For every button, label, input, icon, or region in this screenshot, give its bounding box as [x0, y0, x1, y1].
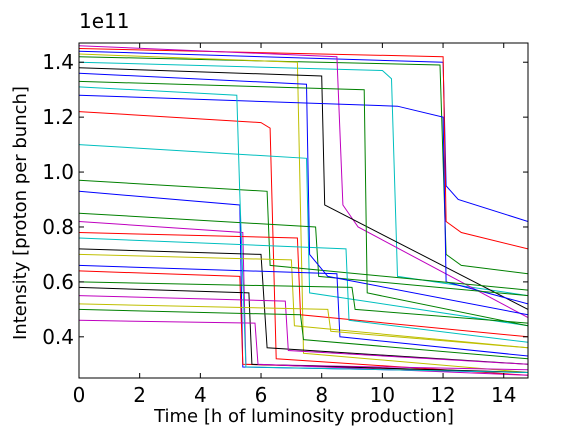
series-line-25: [79, 308, 528, 360]
series-line-5: [79, 45, 528, 319]
y-tick-label: 0.6: [42, 270, 74, 294]
series-line-18: [79, 253, 528, 349]
series-line-21: [79, 281, 528, 324]
series-line-6: [79, 53, 528, 373]
y-tick-label: 0.8: [42, 215, 74, 239]
series-line-23: [79, 295, 528, 365]
x-tick-label: 2: [133, 383, 146, 407]
series-line-17: [79, 248, 528, 365]
series-line-27: [79, 72, 528, 316]
series-line-24: [79, 303, 528, 349]
y-offset-label: 1e11: [79, 9, 129, 33]
x-axis-label: Time [h of luminosity production]: [153, 406, 454, 427]
y-tick-label: 1.0: [42, 160, 74, 184]
series-line-11: [79, 179, 528, 291]
y-tick-label: 1.2: [42, 105, 74, 129]
x-tick-label: 6: [255, 383, 268, 407]
series-line-14: [79, 221, 528, 371]
series-line-16: [79, 237, 528, 343]
series-line-9: [79, 111, 528, 376]
y-tick-label: 0.4: [42, 325, 74, 349]
y-axis: 0.4 0.6 0.8 1.0 1.2 1.4: [42, 50, 528, 349]
series-layer: [79, 45, 528, 376]
series-line-8: [79, 94, 528, 305]
series-line-28: [79, 80, 528, 327]
x-tick-label: 14: [491, 383, 516, 407]
series-line-2: [79, 48, 528, 250]
x-axis: 0 2 4 6 8 10 12 14: [73, 43, 516, 407]
series-line-19: [79, 264, 528, 357]
series-line-29: [79, 86, 528, 373]
x-tick-label: 12: [430, 383, 455, 407]
y-tick-label: 1.4: [42, 50, 74, 74]
series-line-22: [79, 286, 528, 373]
series-line-4: [79, 61, 528, 297]
series-line-10: [79, 144, 528, 327]
series-line-13: [79, 212, 528, 297]
series-line-7: [79, 67, 528, 310]
series-line-3: [79, 56, 528, 275]
x-tick-label: 10: [370, 383, 395, 407]
x-tick-label: 0: [73, 383, 86, 407]
series-line-1: [79, 50, 528, 222]
x-tick-label: 8: [315, 383, 328, 407]
y-axis-label: Intensity [proton per bunch]: [10, 86, 31, 340]
plot-frame: [78, 42, 529, 379]
series-line-15: [79, 232, 528, 338]
x-tick-label: 4: [194, 383, 207, 407]
